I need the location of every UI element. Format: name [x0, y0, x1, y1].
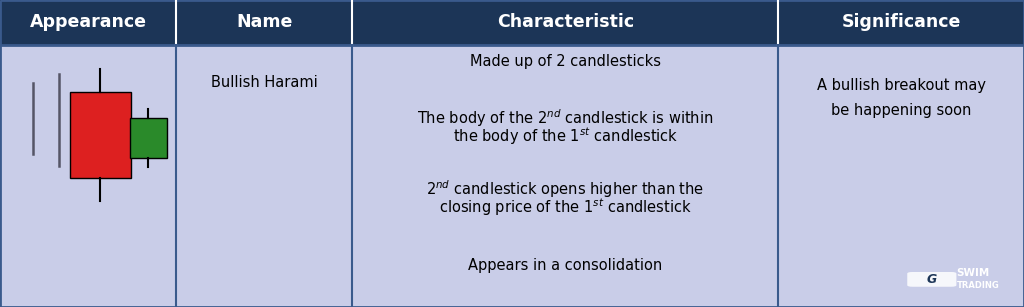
- Bar: [0, 0, 1024, 45]
- Text: 2$^{nd}$ candlestick opens higher than the: 2$^{nd}$ candlestick opens higher than t…: [426, 178, 705, 200]
- Bar: [70, 92, 131, 178]
- Bar: [130, 118, 167, 158]
- FancyBboxPatch shape: [907, 272, 956, 287]
- Text: Appears in a consolidation: Appears in a consolidation: [468, 258, 663, 273]
- Text: A bullish breakout may
be happening soon: A bullish breakout may be happening soon: [816, 79, 986, 118]
- Text: Appearance: Appearance: [30, 13, 146, 31]
- Text: Made up of 2 candlesticks: Made up of 2 candlesticks: [470, 54, 660, 69]
- Text: Significance: Significance: [842, 13, 961, 31]
- Text: the body of the 1$^{st}$ candlestick: the body of the 1$^{st}$ candlestick: [453, 126, 678, 147]
- Text: Characteristic: Characteristic: [497, 13, 634, 31]
- Text: TRADING: TRADING: [956, 281, 999, 290]
- Text: closing price of the 1$^{st}$ candlestick: closing price of the 1$^{st}$ candlestic…: [439, 196, 691, 218]
- Text: The body of the 2$^{nd}$ candlestick is within: The body of the 2$^{nd}$ candlestick is …: [417, 107, 714, 129]
- Text: Bullish Harami: Bullish Harami: [211, 76, 317, 90]
- Text: SWIM: SWIM: [956, 267, 989, 278]
- Text: Name: Name: [236, 13, 293, 31]
- Text: G: G: [927, 273, 937, 286]
